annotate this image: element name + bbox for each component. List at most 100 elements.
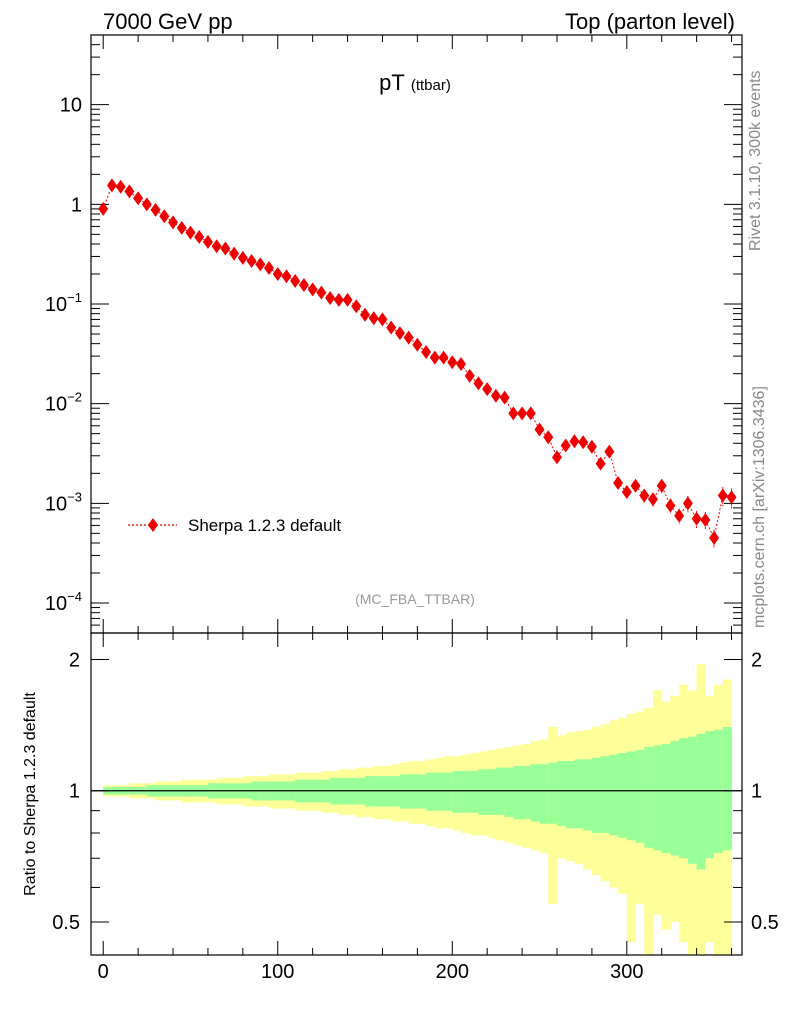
ratio-y-ticks: 2 2 1 1 0.5 0.5 xyxy=(52,649,779,934)
header-right: Top (parton level) xyxy=(565,9,735,34)
data-point xyxy=(604,444,615,459)
data-point xyxy=(298,278,309,293)
data-point xyxy=(473,376,484,391)
ratio-y-tick-label-left: 1 xyxy=(69,781,80,803)
ratio-band-inner xyxy=(661,743,671,853)
main-y-tick-label: 10−2 xyxy=(45,390,82,416)
ratio-frame xyxy=(90,632,743,956)
ratio-band-inner xyxy=(626,751,636,841)
data-point xyxy=(333,292,344,307)
data-point xyxy=(159,209,170,224)
main-y-tick-label: 1 xyxy=(71,194,82,216)
ratio-band-inner xyxy=(635,749,645,843)
data-point xyxy=(456,357,467,372)
data-point xyxy=(508,406,519,421)
data-point xyxy=(421,344,432,359)
main-panel: 10 1 10−1 10−2 10−3 10−4 pT (ttbar) (MC_FBA_TT… xyxy=(45,34,743,634)
ratio-y-tick-label-right: 0.5 xyxy=(751,912,779,934)
rivet-label: Rivet 3.1.10, 300k events xyxy=(747,70,764,251)
ratio-bands xyxy=(103,664,732,955)
data-point xyxy=(272,266,283,281)
main-y-ticks: 10 1 10−1 10−2 10−3 10−4 xyxy=(45,34,742,634)
data-point xyxy=(630,478,641,493)
data-point xyxy=(316,285,327,300)
data-point xyxy=(168,215,179,230)
x-tick-label: 0 xyxy=(98,961,109,983)
ratio-band-inner xyxy=(583,759,593,831)
data-point xyxy=(700,513,711,528)
data-point xyxy=(124,184,135,199)
legend: Sherpa 1.2.3 default xyxy=(128,516,341,535)
data-point xyxy=(106,178,117,193)
ratio-band-inner xyxy=(373,776,383,807)
data-point xyxy=(368,311,379,326)
data-point xyxy=(194,230,205,245)
ratio-band-inner xyxy=(443,772,453,811)
data-point xyxy=(377,312,388,327)
ratio-band-inner xyxy=(434,772,444,811)
ratio-band-inner xyxy=(522,765,532,820)
ratio-band-inner xyxy=(365,776,375,807)
data-point xyxy=(281,269,292,284)
data-point xyxy=(709,530,720,545)
data-point xyxy=(682,496,693,511)
data-point xyxy=(98,201,109,216)
ratio-band-inner xyxy=(652,745,663,851)
data-point xyxy=(429,350,440,365)
ratio-band-inner xyxy=(504,767,514,818)
ratio-y-tick-label-left: 0.5 xyxy=(52,912,80,934)
data-point xyxy=(665,498,676,513)
data-point xyxy=(517,406,528,421)
ratio-band-inner xyxy=(574,759,584,829)
ratio-band-inner xyxy=(391,776,401,807)
data-point xyxy=(360,307,371,322)
data-point xyxy=(115,179,126,194)
data-point xyxy=(534,422,545,437)
ratio-band-inner xyxy=(591,757,602,833)
ratio-y-tick-label-right: 1 xyxy=(751,781,762,803)
data-point xyxy=(220,241,231,256)
ratio-band-inner xyxy=(714,729,724,853)
ratio-band-inner xyxy=(417,774,427,809)
data-point xyxy=(342,292,353,307)
ratio-band-inner xyxy=(705,731,715,859)
series-sherpa xyxy=(98,178,737,549)
data-point xyxy=(490,388,501,403)
ratio-band-inner xyxy=(469,770,479,813)
data-point xyxy=(613,475,624,490)
ratio-band-inner xyxy=(539,764,549,824)
header-left: 7000 GeV pp xyxy=(103,9,233,34)
ratio-panel: 2 2 1 1 0.5 0.5 0 100 200 300 Ratio to Sherpa 1.… xyxy=(22,632,779,983)
data-point xyxy=(674,508,685,523)
data-point xyxy=(351,299,362,314)
data-point xyxy=(482,382,493,397)
ratio-band-inner xyxy=(556,760,567,827)
data-point xyxy=(691,511,702,526)
data-point xyxy=(569,434,580,449)
ratio-band-inner xyxy=(408,774,418,809)
ratio-band-inner xyxy=(513,765,523,820)
data-point xyxy=(290,274,301,289)
legend-label: Sherpa 1.2.3 default xyxy=(188,516,341,535)
ratio-band-inner xyxy=(722,727,732,851)
data-point xyxy=(464,368,475,383)
data-point xyxy=(639,488,650,503)
ratio-band-inner xyxy=(618,753,628,838)
ratio-y-tick-label-right: 2 xyxy=(751,649,762,671)
data-point xyxy=(525,406,536,421)
data-point xyxy=(578,435,589,450)
ratio-band-inner xyxy=(399,774,410,809)
data-point xyxy=(543,430,554,445)
data-point xyxy=(307,282,318,297)
data-point xyxy=(264,260,275,275)
x-tick-label: 300 xyxy=(610,961,643,983)
data-point xyxy=(394,326,405,341)
data-point xyxy=(412,337,423,352)
data-point xyxy=(595,456,606,471)
data-point xyxy=(551,450,562,465)
data-point xyxy=(560,438,571,453)
ratio-band-inner xyxy=(478,769,488,815)
data-point xyxy=(656,478,667,493)
ratio-band-inner xyxy=(452,770,462,813)
